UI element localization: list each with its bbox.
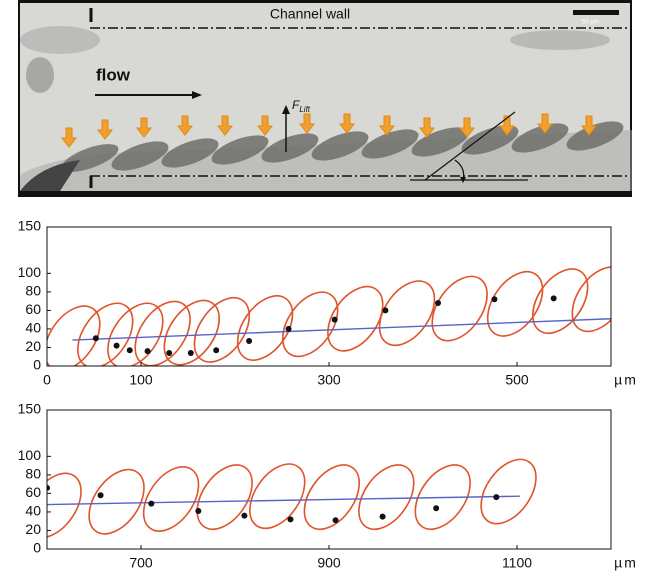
force-label: FLift	[292, 98, 311, 114]
marker-dot	[47, 484, 50, 491]
cell-outline	[431, 275, 488, 342]
marker-dot	[195, 508, 202, 515]
cell-outline	[196, 464, 253, 530]
force-symbol: F	[292, 98, 300, 112]
cell-outline	[571, 266, 611, 333]
cell-outline	[193, 296, 251, 363]
cell-outline	[107, 302, 164, 366]
y-tick-label: 100	[18, 264, 42, 280]
cell-outline	[358, 464, 415, 530]
scale-label: 50 µm	[582, 20, 599, 26]
wall-label: Channel wall	[270, 6, 350, 22]
marker-dot	[331, 316, 338, 323]
y-tick-label: 20	[25, 521, 41, 537]
trend-line	[47, 495, 520, 506]
axes-box	[46, 226, 612, 367]
y-tick-label: 40	[25, 320, 41, 336]
cell-outline	[142, 466, 200, 532]
cell-outline	[486, 271, 544, 337]
y-tick-label: 150	[18, 218, 42, 234]
y-tick-label: 0	[33, 357, 41, 373]
axes-box	[46, 409, 612, 550]
cell-outline	[134, 300, 191, 366]
marker-dot	[287, 516, 294, 523]
marker-dot	[493, 494, 500, 501]
cell-outline	[163, 299, 220, 366]
marker-dot	[241, 512, 248, 519]
x-tick-label: 300	[317, 372, 341, 388]
marker-dot	[435, 299, 442, 306]
y-tick-label: 20	[25, 338, 41, 354]
marker-dot	[126, 347, 133, 354]
cell-outline	[88, 468, 145, 535]
marker-dot	[97, 492, 104, 499]
x-tick-label: 700	[129, 555, 153, 571]
x-unit-label: µm	[614, 372, 638, 388]
x-tick-label: 0	[43, 372, 51, 388]
marker-dot	[433, 505, 440, 512]
micrograph: Channel wall flow FLift 50 µm	[18, 0, 632, 197]
cell-outline	[47, 305, 101, 366]
cell-outline	[249, 463, 306, 530]
cell-outline	[77, 302, 134, 366]
marker-dot	[144, 348, 151, 355]
y-tick-label: 60	[25, 484, 41, 500]
marker-dot	[379, 513, 386, 520]
y-tick-label: 40	[25, 503, 41, 519]
flow-label: flow	[96, 65, 131, 84]
marker-dot	[166, 350, 173, 357]
cell-outline	[327, 285, 384, 352]
plot-area	[47, 266, 611, 366]
marker-dot	[113, 342, 120, 349]
y-tick-label: 150	[18, 401, 42, 417]
cell-outline	[303, 464, 361, 530]
x-tick-label: 100	[129, 372, 153, 388]
cell-outline	[480, 458, 537, 525]
y-tick-label: 80	[25, 466, 41, 482]
plot-area	[47, 458, 537, 539]
x-tick-label: 500	[505, 372, 529, 388]
cell-outline	[532, 268, 589, 335]
cell-outline	[414, 464, 471, 530]
marker-dot	[382, 307, 389, 314]
y-tick-label: 80	[25, 283, 41, 299]
marker-dot	[550, 295, 557, 302]
marker-dot	[148, 500, 155, 507]
y-tick-label: 60	[25, 301, 41, 317]
cell-outline	[47, 472, 82, 539]
marker-dot	[187, 350, 194, 357]
marker-dot	[213, 347, 220, 354]
marker-dot	[285, 325, 292, 332]
marker-dot	[92, 335, 99, 342]
cell-outline	[281, 291, 339, 358]
marker-dot	[491, 296, 498, 303]
x-unit-label: µm	[614, 555, 638, 571]
x-tick-label: 900	[317, 555, 341, 571]
y-tick-label: 0	[33, 540, 41, 556]
marker-dot	[332, 517, 339, 524]
marker-dot	[246, 337, 253, 344]
trend-line	[72, 318, 611, 341]
y-tick-label: 100	[18, 447, 42, 463]
x-tick-label: 1100	[502, 555, 532, 571]
force-subscript: Lift	[299, 105, 310, 114]
